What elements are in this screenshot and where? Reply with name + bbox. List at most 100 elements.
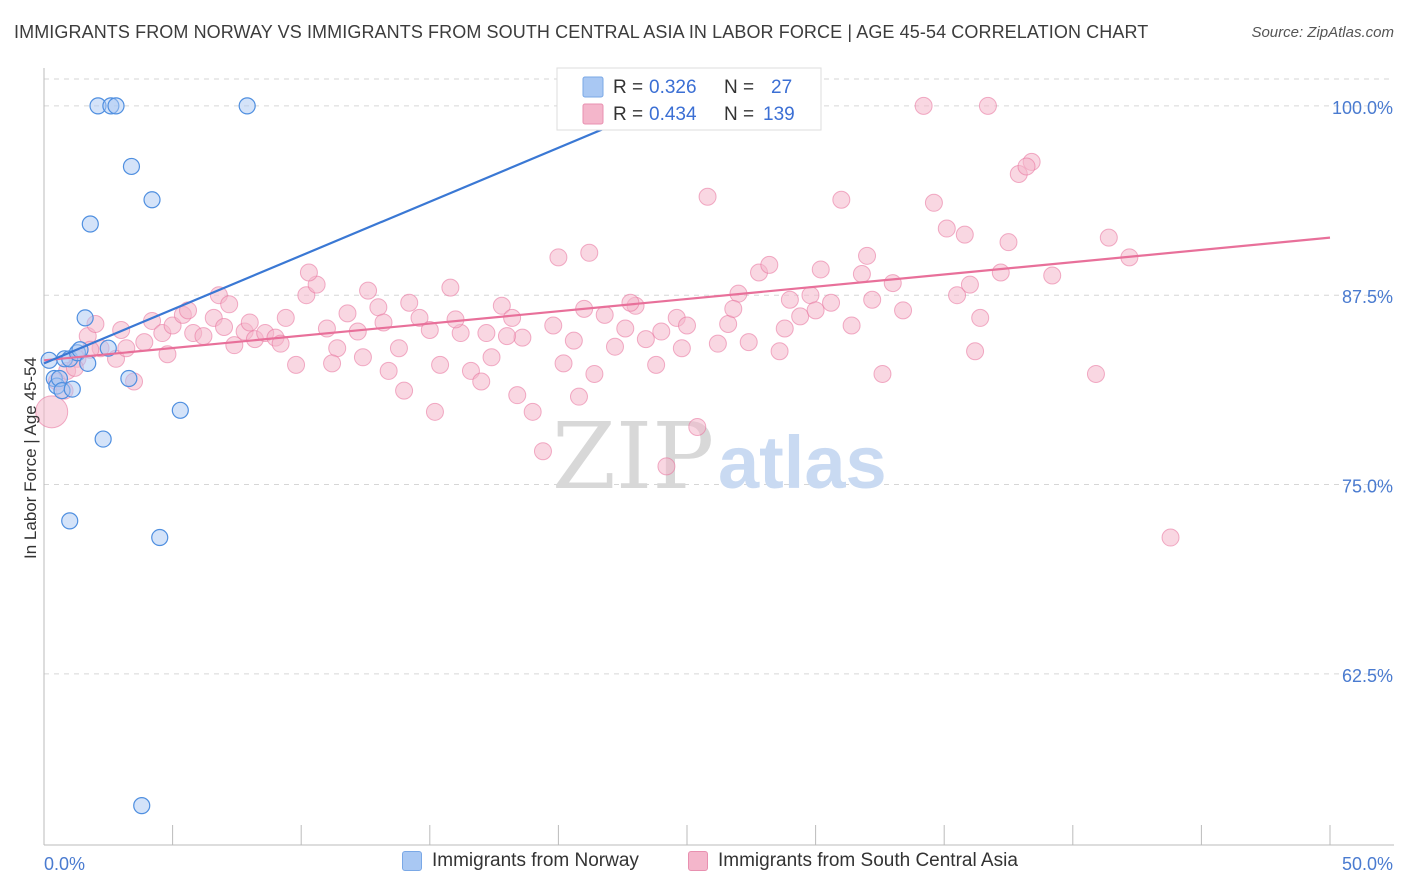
norway-point: [76, 309, 94, 327]
sca-point: [533, 442, 552, 461]
sca-point: [513, 328, 532, 347]
sca-point: [369, 298, 388, 317]
sca-point: [955, 225, 974, 244]
sca-point: [420, 321, 439, 340]
sca-point: [472, 372, 491, 391]
norway-point: [99, 339, 117, 357]
sca-point: [328, 339, 347, 358]
bottom-legend-sca-label: Immigrants from South Central Asia: [718, 850, 1018, 871]
norway-point: [171, 401, 189, 419]
sca-point: [554, 354, 573, 373]
bottom-legend-swatch-norway: [402, 851, 422, 871]
norway-point: [120, 369, 138, 388]
sca-point: [858, 246, 877, 265]
sca-point: [323, 354, 342, 373]
sca-point: [739, 333, 758, 352]
sca-point: [948, 286, 967, 305]
sca-point: [873, 364, 892, 383]
sca-point: [966, 342, 985, 361]
sca-point: [1017, 157, 1036, 176]
sca-point: [894, 301, 913, 320]
sca-point: [960, 275, 979, 294]
sca-trend-line: [43, 236, 1331, 362]
sca-point: [678, 316, 696, 335]
sca-point: [708, 334, 727, 353]
sca-point: [806, 301, 825, 320]
sca-point: [832, 190, 851, 209]
y-tick-label: 62.5%: [1342, 666, 1393, 686]
sca-point: [35, 395, 69, 429]
sca-point: [569, 387, 588, 406]
sca-point: [549, 248, 568, 267]
sca-point: [780, 290, 799, 309]
sca-point: [299, 263, 318, 282]
x-tick-label-max: 50.0%: [1342, 854, 1393, 874]
legend-swatch-sca: [582, 103, 604, 125]
sca-point: [544, 316, 563, 335]
sca-point: [616, 319, 635, 338]
legend-norway-n-label: N =: [724, 77, 754, 98]
sca-point: [379, 361, 398, 380]
sca-point: [978, 96, 997, 115]
sca-point: [937, 219, 956, 238]
sca-point: [724, 299, 743, 318]
watermark: ZIP atlas: [552, 403, 887, 510]
sca-point: [770, 342, 789, 361]
sca-point: [508, 386, 527, 405]
sca-point: [719, 314, 738, 333]
sca-point: [595, 305, 614, 324]
norway-point: [133, 797, 151, 815]
norway-point: [61, 512, 79, 530]
y-tick-label: 75.0%: [1342, 477, 1393, 497]
sca-point: [760, 255, 779, 274]
sca-point: [503, 308, 522, 327]
sca-point: [914, 96, 933, 115]
sca-point: [1043, 266, 1062, 285]
chart-title: IMMIGRANTS FROM NORWAY VS IMMIGRANTS FRO…: [14, 22, 1149, 42]
sca-point: [999, 233, 1018, 252]
sca-point: [1161, 528, 1180, 547]
sca-point: [410, 308, 429, 327]
sca-point: [672, 339, 691, 358]
y-tick-label: 100.0%: [1332, 98, 1393, 118]
sca-point: [389, 339, 408, 358]
legend-sca-n-label: N =: [724, 104, 754, 125]
bottom-legend: Immigrants from Norway Immigrants from S…: [0, 850, 1406, 880]
sca-point: [271, 334, 290, 353]
sca-point: [523, 402, 542, 421]
watermark-zip: ZIP: [552, 403, 714, 510]
norway-point: [143, 191, 161, 209]
sca-point: [580, 243, 599, 262]
sca-point: [811, 260, 830, 279]
sca-point: [971, 308, 990, 327]
legend-norway-r-value: 0.326: [649, 77, 697, 98]
series-sca-points: [35, 96, 1180, 547]
sca-point: [991, 263, 1010, 282]
x-tick-label-min: 0.0%: [44, 854, 85, 874]
sca-point: [585, 364, 604, 383]
legend-norway-r-label: R =: [613, 77, 643, 98]
legend-swatch-norway: [582, 76, 604, 98]
sca-point: [359, 281, 378, 300]
sca-point: [883, 274, 902, 293]
bottom-legend-swatch-sca: [688, 851, 708, 871]
norway-point: [63, 380, 81, 398]
y-tick-label: 87.5%: [1342, 287, 1393, 307]
sca-point: [497, 327, 516, 346]
norway-point: [107, 97, 125, 115]
legend-norway-n-value: 27: [771, 77, 792, 98]
sca-point: [647, 355, 666, 374]
top-legend: R = 0.326 N = 27 R = 0.434 N = 139: [556, 67, 822, 131]
sca-point: [822, 293, 841, 312]
sca-point: [636, 330, 655, 349]
sca-point: [492, 296, 511, 315]
y-axis-label: In Labor Force | Age 45-54: [21, 357, 40, 559]
sca-point: [842, 316, 861, 335]
sca-point: [1086, 364, 1105, 383]
sca-point: [194, 327, 213, 346]
sca-point: [276, 308, 295, 327]
norway-point: [122, 157, 141, 176]
sca-point: [400, 293, 419, 312]
sca-point: [801, 286, 820, 305]
